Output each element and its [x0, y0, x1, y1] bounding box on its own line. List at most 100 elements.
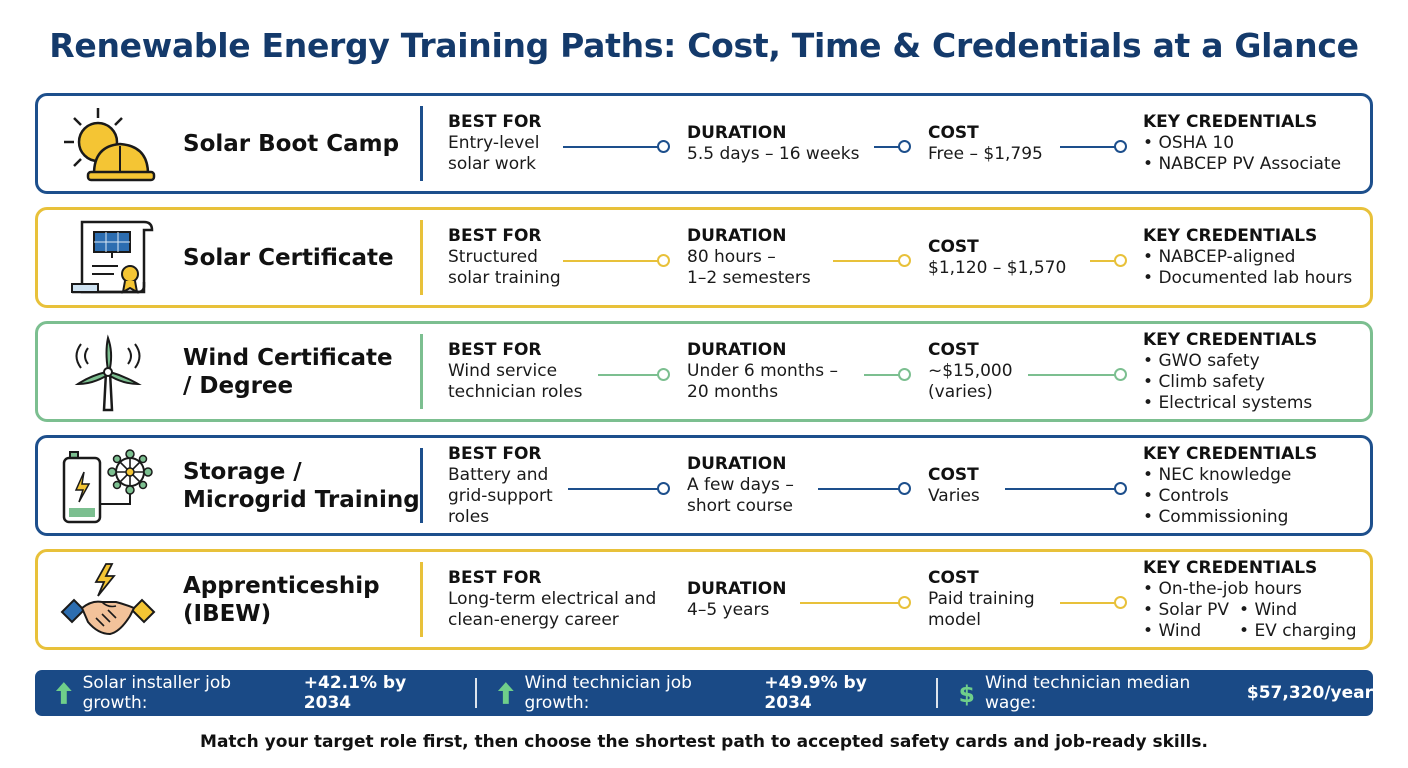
connector-dot	[898, 482, 911, 495]
cost-value: ~$15,000 (varies)	[928, 361, 1013, 402]
duration-label: DURATION	[687, 226, 787, 246]
best-for-label: BEST FOR	[448, 443, 542, 464]
credential-item: Controls	[1143, 486, 1373, 507]
connector	[568, 482, 670, 495]
dollar-icon: $	[958, 680, 974, 706]
duration-value: 4–5 years	[687, 599, 770, 620]
credential-item: Wind	[1143, 621, 1239, 642]
stat-separator	[935, 678, 938, 708]
svg-text:$: $	[958, 680, 974, 706]
connector	[598, 368, 670, 381]
connector	[833, 254, 911, 267]
arrow-up-icon	[497, 682, 514, 704]
connector-dot	[1114, 368, 1127, 381]
best-for-field: BEST FOR Battery and grid-support roles	[448, 438, 588, 533]
duration-label: DURATION	[687, 578, 787, 599]
solar-certificate-icon	[58, 218, 158, 298]
handshake-lightning-icon	[58, 560, 158, 640]
connector	[864, 368, 911, 381]
connector	[1060, 140, 1127, 153]
connector	[874, 140, 911, 153]
connector	[1060, 596, 1127, 609]
connector-dot	[657, 254, 670, 267]
cost-label: COST	[928, 122, 979, 143]
stat-separator	[474, 678, 477, 708]
path-row-solar-boot-camp: Solar Boot Camp BEST FOR Entry-level sol…	[35, 93, 1373, 194]
credential-item: On-the-job hours	[1143, 579, 1373, 600]
best-for-field: BEST FOR Wind service technician roles	[448, 324, 588, 419]
connector-dot	[657, 482, 670, 495]
credentials-list: NEC knowledge Controls Commissioning	[1143, 465, 1373, 528]
stat-text: Wind technician job growth:	[524, 673, 692, 713]
path-name: Solar Certificate	[183, 244, 394, 271]
duration-label: DURATION	[687, 340, 787, 360]
credentials-list: GWO safety Climb safety Electrical syste…	[1143, 351, 1373, 414]
path-name: Apprenticeship (IBEW)	[183, 572, 380, 627]
cost-label: COST	[928, 568, 979, 588]
best-for-value: Wind service technician roles	[448, 361, 583, 402]
duration-value: Under 6 months – 20 months	[687, 361, 839, 402]
stats-bar: Solar installer job growth: +42.1% by 20…	[35, 670, 1373, 716]
duration-field: DURATION 4–5 years	[687, 552, 877, 647]
connector-dot	[898, 254, 911, 267]
duration-field: DURATION 80 hours – 1–2 semesters	[687, 210, 877, 305]
best-for-label: BEST FOR	[448, 340, 542, 360]
connector-dot	[898, 140, 911, 153]
stat-text: Solar installer job growth:	[82, 673, 232, 713]
divider	[420, 334, 423, 409]
cost-label: COST	[928, 464, 979, 485]
stat-value: $57,320/year	[1246, 683, 1373, 703]
page-title: Renewable Energy Training Paths: Cost, T…	[49, 26, 1359, 65]
connector-dot	[898, 596, 911, 609]
key-credentials-label: KEY CREDENTIALS	[1143, 557, 1318, 578]
footer-note: Match your target role first, then choos…	[200, 732, 1208, 752]
credential-item: NEC knowledge	[1143, 465, 1373, 486]
cost-field: COST Free – $1,795	[928, 96, 1068, 191]
key-credentials-label: KEY CREDENTIALS	[1143, 226, 1318, 246]
credentials-list: OSHA 10 NABCEP PV Associate	[1143, 133, 1373, 175]
cost-value: Paid training model	[928, 589, 1035, 630]
key-credentials-field: KEY CREDENTIALS NEC knowledge Controls C…	[1143, 438, 1373, 533]
duration-value: A few days – short course	[687, 475, 794, 516]
best-for-value: Battery and grid-support roles	[448, 464, 553, 527]
key-credentials-label: KEY CREDENTIALS	[1143, 329, 1318, 350]
connector-dot	[898, 368, 911, 381]
battery-microgrid-icon	[58, 446, 158, 526]
arrow-up-icon	[55, 682, 72, 704]
best-for-value: Long-term electrical and clean-energy ca…	[448, 589, 657, 630]
credentials-list: On-the-job hours	[1143, 579, 1373, 600]
stat-wind-wage: $ Wind technician median wage: $57,320/y…	[956, 670, 1373, 716]
stat-value: +42.1% by 2034	[303, 673, 407, 713]
connector-dot	[1114, 140, 1127, 153]
credential-item: Electrical systems	[1143, 393, 1373, 414]
duration-field: DURATION Under 6 months – 20 months	[687, 324, 877, 419]
path-row-solar-certificate: Solar Certificate BEST FOR Structured so…	[35, 207, 1373, 308]
path-row-apprenticeship: Apprenticeship (IBEW) BEST FOR Long-term…	[35, 549, 1373, 650]
cost-value: $1,120 – $1,570	[928, 257, 1067, 278]
best-for-field: BEST FOR Entry-level solar work	[448, 96, 588, 191]
credential-item: Wind	[1239, 600, 1359, 621]
credential-item: OSHA 10	[1143, 133, 1373, 154]
divider	[420, 562, 423, 637]
key-credentials-field: KEY CREDENTIALS NABCEP-aligned Documente…	[1143, 210, 1373, 305]
connector	[1028, 368, 1127, 381]
best-for-label: BEST FOR	[448, 112, 542, 132]
connector-dot	[657, 140, 670, 153]
cost-field: COST Varies	[928, 438, 1068, 533]
cost-label: COST	[928, 236, 979, 257]
best-for-field: BEST FOR Structured solar training	[448, 210, 588, 305]
connector	[563, 140, 670, 153]
connector-dot	[1114, 482, 1127, 495]
cost-value: Free – $1,795	[928, 143, 1043, 164]
duration-label: DURATION	[687, 454, 787, 474]
credentials-list: NABCEP-aligned Documented lab hours	[1143, 247, 1373, 289]
sun-hardhat-icon	[58, 104, 158, 184]
credential-item: NABCEP-aligned	[1143, 247, 1373, 268]
stat-wind-growth: Wind technician job growth: +49.9% by 20…	[495, 670, 918, 716]
connector	[1090, 254, 1127, 267]
divider	[420, 220, 423, 295]
best-for-label: BEST FOR	[448, 568, 542, 588]
stat-value: +49.9% by 2034	[764, 673, 867, 713]
key-credentials-field: KEY CREDENTIALS GWO safety Climb safety …	[1143, 324, 1373, 419]
duration-field: DURATION 5.5 days – 16 weeks	[687, 96, 877, 191]
